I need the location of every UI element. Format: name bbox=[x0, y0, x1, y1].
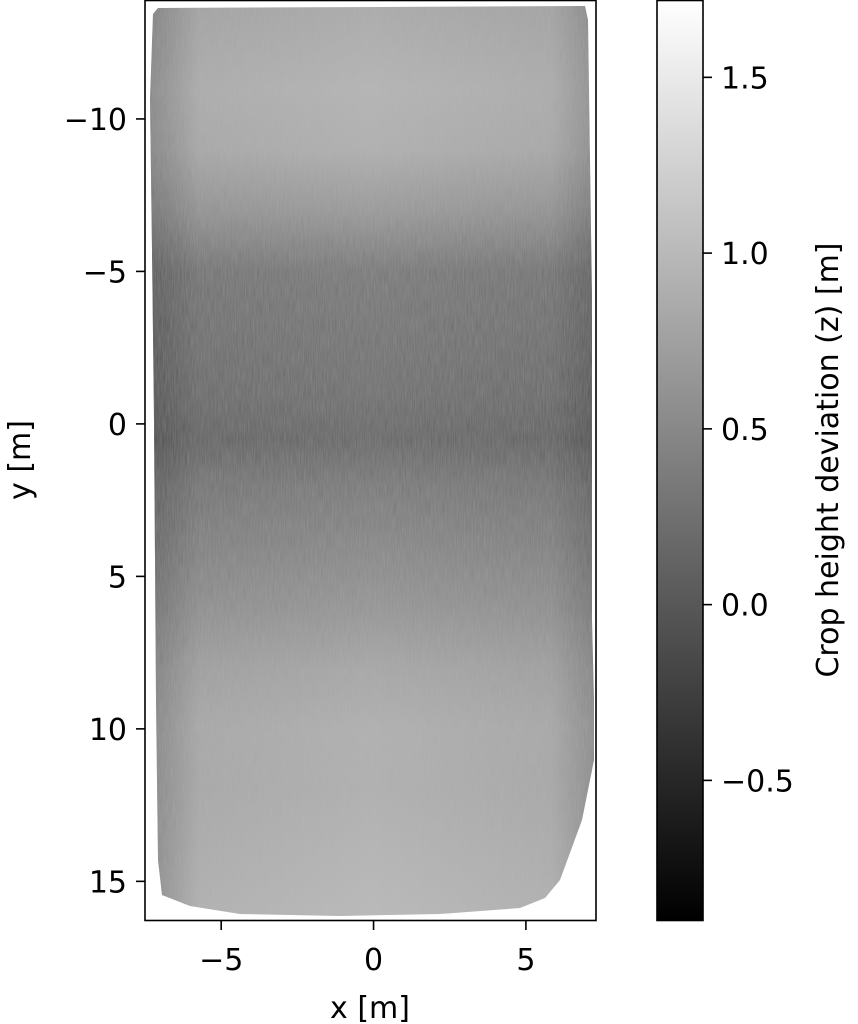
x-axis-label: x [m] bbox=[330, 991, 410, 1024]
x-axis-ticks: −5 0 5 bbox=[199, 921, 535, 978]
x-tick-label: 0 bbox=[364, 943, 383, 978]
y-tick-label: 5 bbox=[108, 560, 127, 595]
y-tick-label: −5 bbox=[83, 255, 127, 290]
colorbar-label: Crop height deviation (z) [m] bbox=[811, 242, 846, 677]
x-tick-label: 5 bbox=[516, 943, 535, 978]
colorbar-tick-label: 0.0 bbox=[721, 589, 769, 624]
y-axis-label: y [m] bbox=[3, 420, 38, 500]
y-axis-ticks: −10 −5 0 5 10 15 bbox=[64, 103, 145, 900]
colorbar: −0.5 0.0 0.5 1.0 1.5 Crop height deviation (… bbox=[656, 0, 846, 922]
colorbar-tick-label: −0.5 bbox=[721, 764, 794, 799]
colorbar-frame bbox=[656, 0, 704, 922]
y-tick-label: 10 bbox=[89, 713, 127, 748]
x-tick-label: −5 bbox=[199, 943, 243, 978]
y-tick-label: 0 bbox=[108, 408, 127, 443]
y-tick-label: −10 bbox=[64, 103, 127, 138]
colorbar-tick-label: 0.5 bbox=[721, 413, 769, 448]
colorbar-ticks: −0.5 0.0 0.5 1.0 1.5 bbox=[703, 61, 794, 799]
y-tick-label: 15 bbox=[89, 865, 127, 900]
colorbar-tick-label: 1.5 bbox=[721, 61, 769, 96]
plot-area: −5 0 5 −10 −5 0 5 10 15 x [m] y [m] bbox=[3, 0, 597, 1024]
colorbar-ramp bbox=[657, 0, 703, 921]
plot-frame bbox=[144, 0, 597, 922]
heatmap-surface bbox=[150, 6, 594, 916]
heatmap-texture bbox=[150, 6, 594, 916]
colorbar-tick-label: 1.0 bbox=[721, 237, 769, 272]
